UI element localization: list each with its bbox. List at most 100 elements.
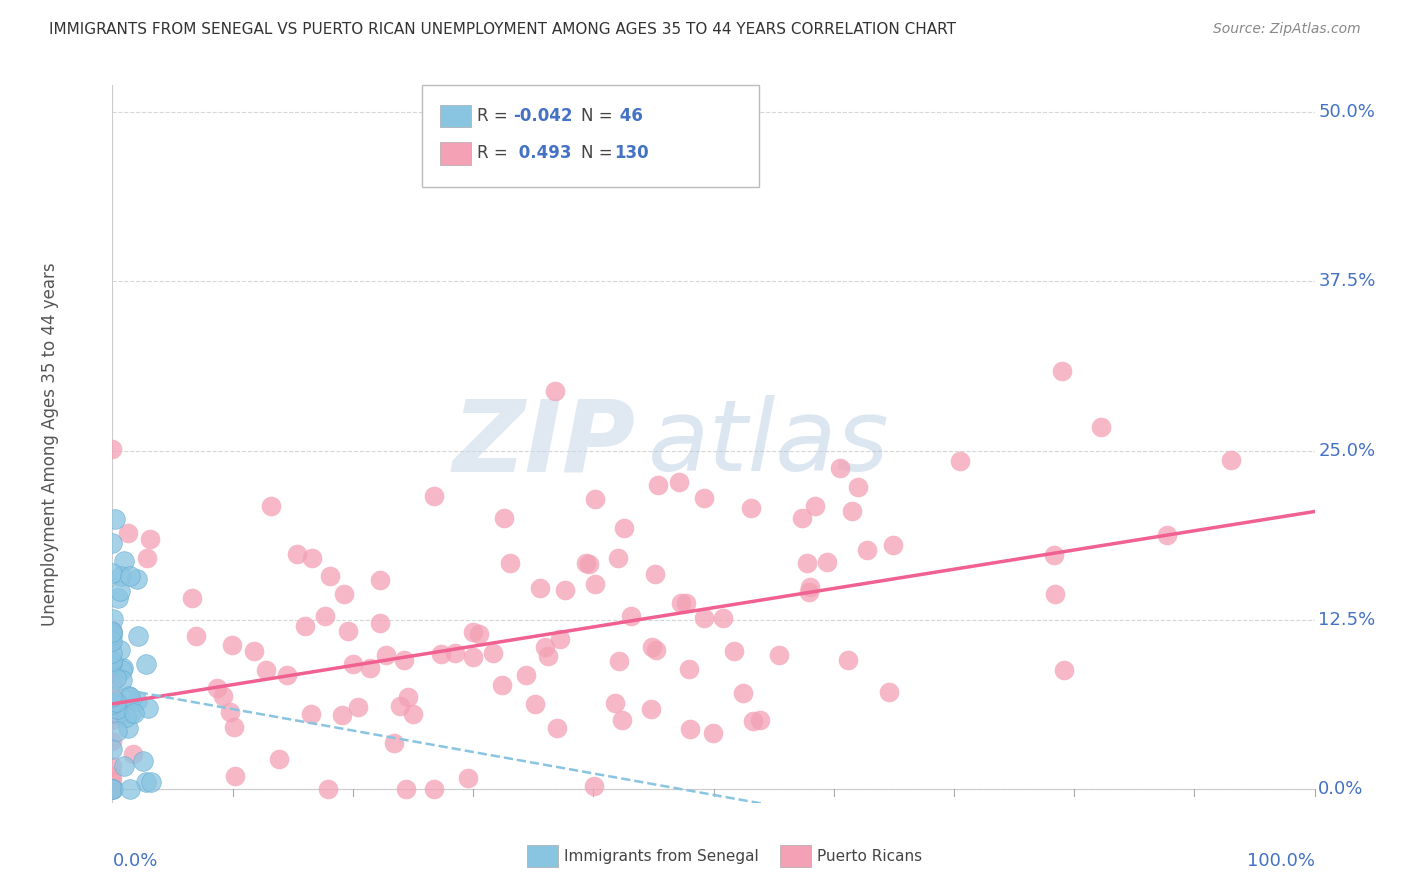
Point: [101, 623, 124, 637]
Point: [468, 627, 491, 641]
Point: [877, 684, 900, 698]
Point: [544, 384, 567, 399]
Point: [243, 644, 266, 658]
Point: [101, 782, 124, 797]
Point: [118, 782, 141, 797]
Point: [276, 668, 298, 682]
Point: [120, 568, 142, 582]
Point: [120, 706, 142, 720]
Point: [1042, 549, 1064, 563]
Point: [796, 556, 818, 570]
Point: [314, 608, 336, 623]
Point: [101, 566, 124, 581]
Point: [613, 521, 636, 535]
Point: [132, 754, 155, 768]
Point: [105, 695, 128, 709]
Text: 50.0%: 50.0%: [1319, 103, 1375, 120]
Point: [620, 608, 643, 623]
Point: [184, 630, 207, 644]
Point: [815, 555, 838, 569]
Point: [546, 721, 568, 735]
Point: [733, 686, 755, 700]
Point: [678, 662, 700, 676]
Point: [846, 480, 869, 494]
Point: [101, 782, 124, 797]
Point: [101, 690, 124, 704]
Point: [529, 581, 551, 595]
Point: [101, 713, 124, 727]
Point: [693, 491, 716, 505]
Text: Unemployment Among Ages 35 to 44 years: Unemployment Among Ages 35 to 44 years: [41, 262, 59, 625]
Point: [125, 694, 148, 708]
Point: [1090, 420, 1112, 434]
Point: [122, 706, 145, 720]
Point: [949, 454, 972, 468]
Point: [222, 720, 245, 734]
Point: [359, 661, 381, 675]
Point: [101, 782, 124, 797]
Point: [534, 640, 557, 655]
Point: [524, 697, 547, 711]
Point: [122, 747, 145, 761]
Point: [837, 652, 859, 666]
Point: [841, 504, 863, 518]
Point: [299, 707, 322, 722]
Text: Puerto Ricans: Puerto Ricans: [817, 849, 922, 863]
Point: [101, 690, 124, 705]
Point: [111, 663, 134, 677]
Point: [107, 707, 129, 722]
Point: [138, 532, 160, 546]
Point: [254, 663, 277, 677]
Point: [402, 706, 425, 721]
Point: [375, 648, 398, 662]
Point: [828, 460, 851, 475]
Point: [713, 611, 735, 625]
Point: [607, 551, 630, 566]
Point: [267, 752, 290, 766]
Point: [1156, 528, 1178, 542]
Point: [612, 713, 634, 727]
Point: [101, 646, 124, 660]
Point: [112, 554, 135, 568]
Point: [105, 671, 128, 685]
Point: [799, 580, 821, 594]
Point: [583, 780, 606, 794]
Point: [101, 624, 124, 638]
Point: [101, 442, 124, 457]
Text: R =: R =: [477, 145, 513, 162]
Point: [640, 702, 662, 716]
Point: [136, 551, 159, 566]
Point: [641, 640, 664, 654]
Point: [742, 714, 765, 728]
Point: [647, 478, 669, 492]
Point: [603, 697, 626, 711]
Point: [423, 782, 446, 797]
Point: [105, 723, 128, 738]
Point: [607, 654, 630, 668]
Point: [333, 586, 356, 600]
Point: [101, 624, 124, 639]
Text: IMMIGRANTS FROM SENEGAL VS PUERTO RICAN UNEMPLOYMENT AMONG AGES 35 TO 44 YEARS C: IMMIGRANTS FROM SENEGAL VS PUERTO RICAN …: [49, 22, 956, 37]
Text: atlas: atlas: [647, 395, 889, 492]
Point: [101, 625, 124, 640]
Point: [554, 582, 576, 597]
Text: -0.042: -0.042: [513, 107, 572, 125]
Point: [768, 648, 790, 663]
Point: [101, 663, 124, 677]
Point: [181, 591, 204, 606]
Point: [101, 769, 124, 783]
Point: [1050, 364, 1073, 378]
Text: 130: 130: [614, 145, 650, 162]
Point: [515, 667, 537, 681]
Text: N =: N =: [581, 107, 617, 125]
Point: [804, 499, 827, 513]
Point: [120, 690, 142, 704]
Point: [316, 782, 339, 797]
Text: 12.5%: 12.5%: [1319, 611, 1375, 629]
Point: [101, 666, 124, 681]
Point: [260, 499, 283, 513]
Point: [330, 708, 353, 723]
Point: [205, 681, 228, 695]
Point: [111, 661, 134, 675]
Point: [575, 557, 598, 571]
